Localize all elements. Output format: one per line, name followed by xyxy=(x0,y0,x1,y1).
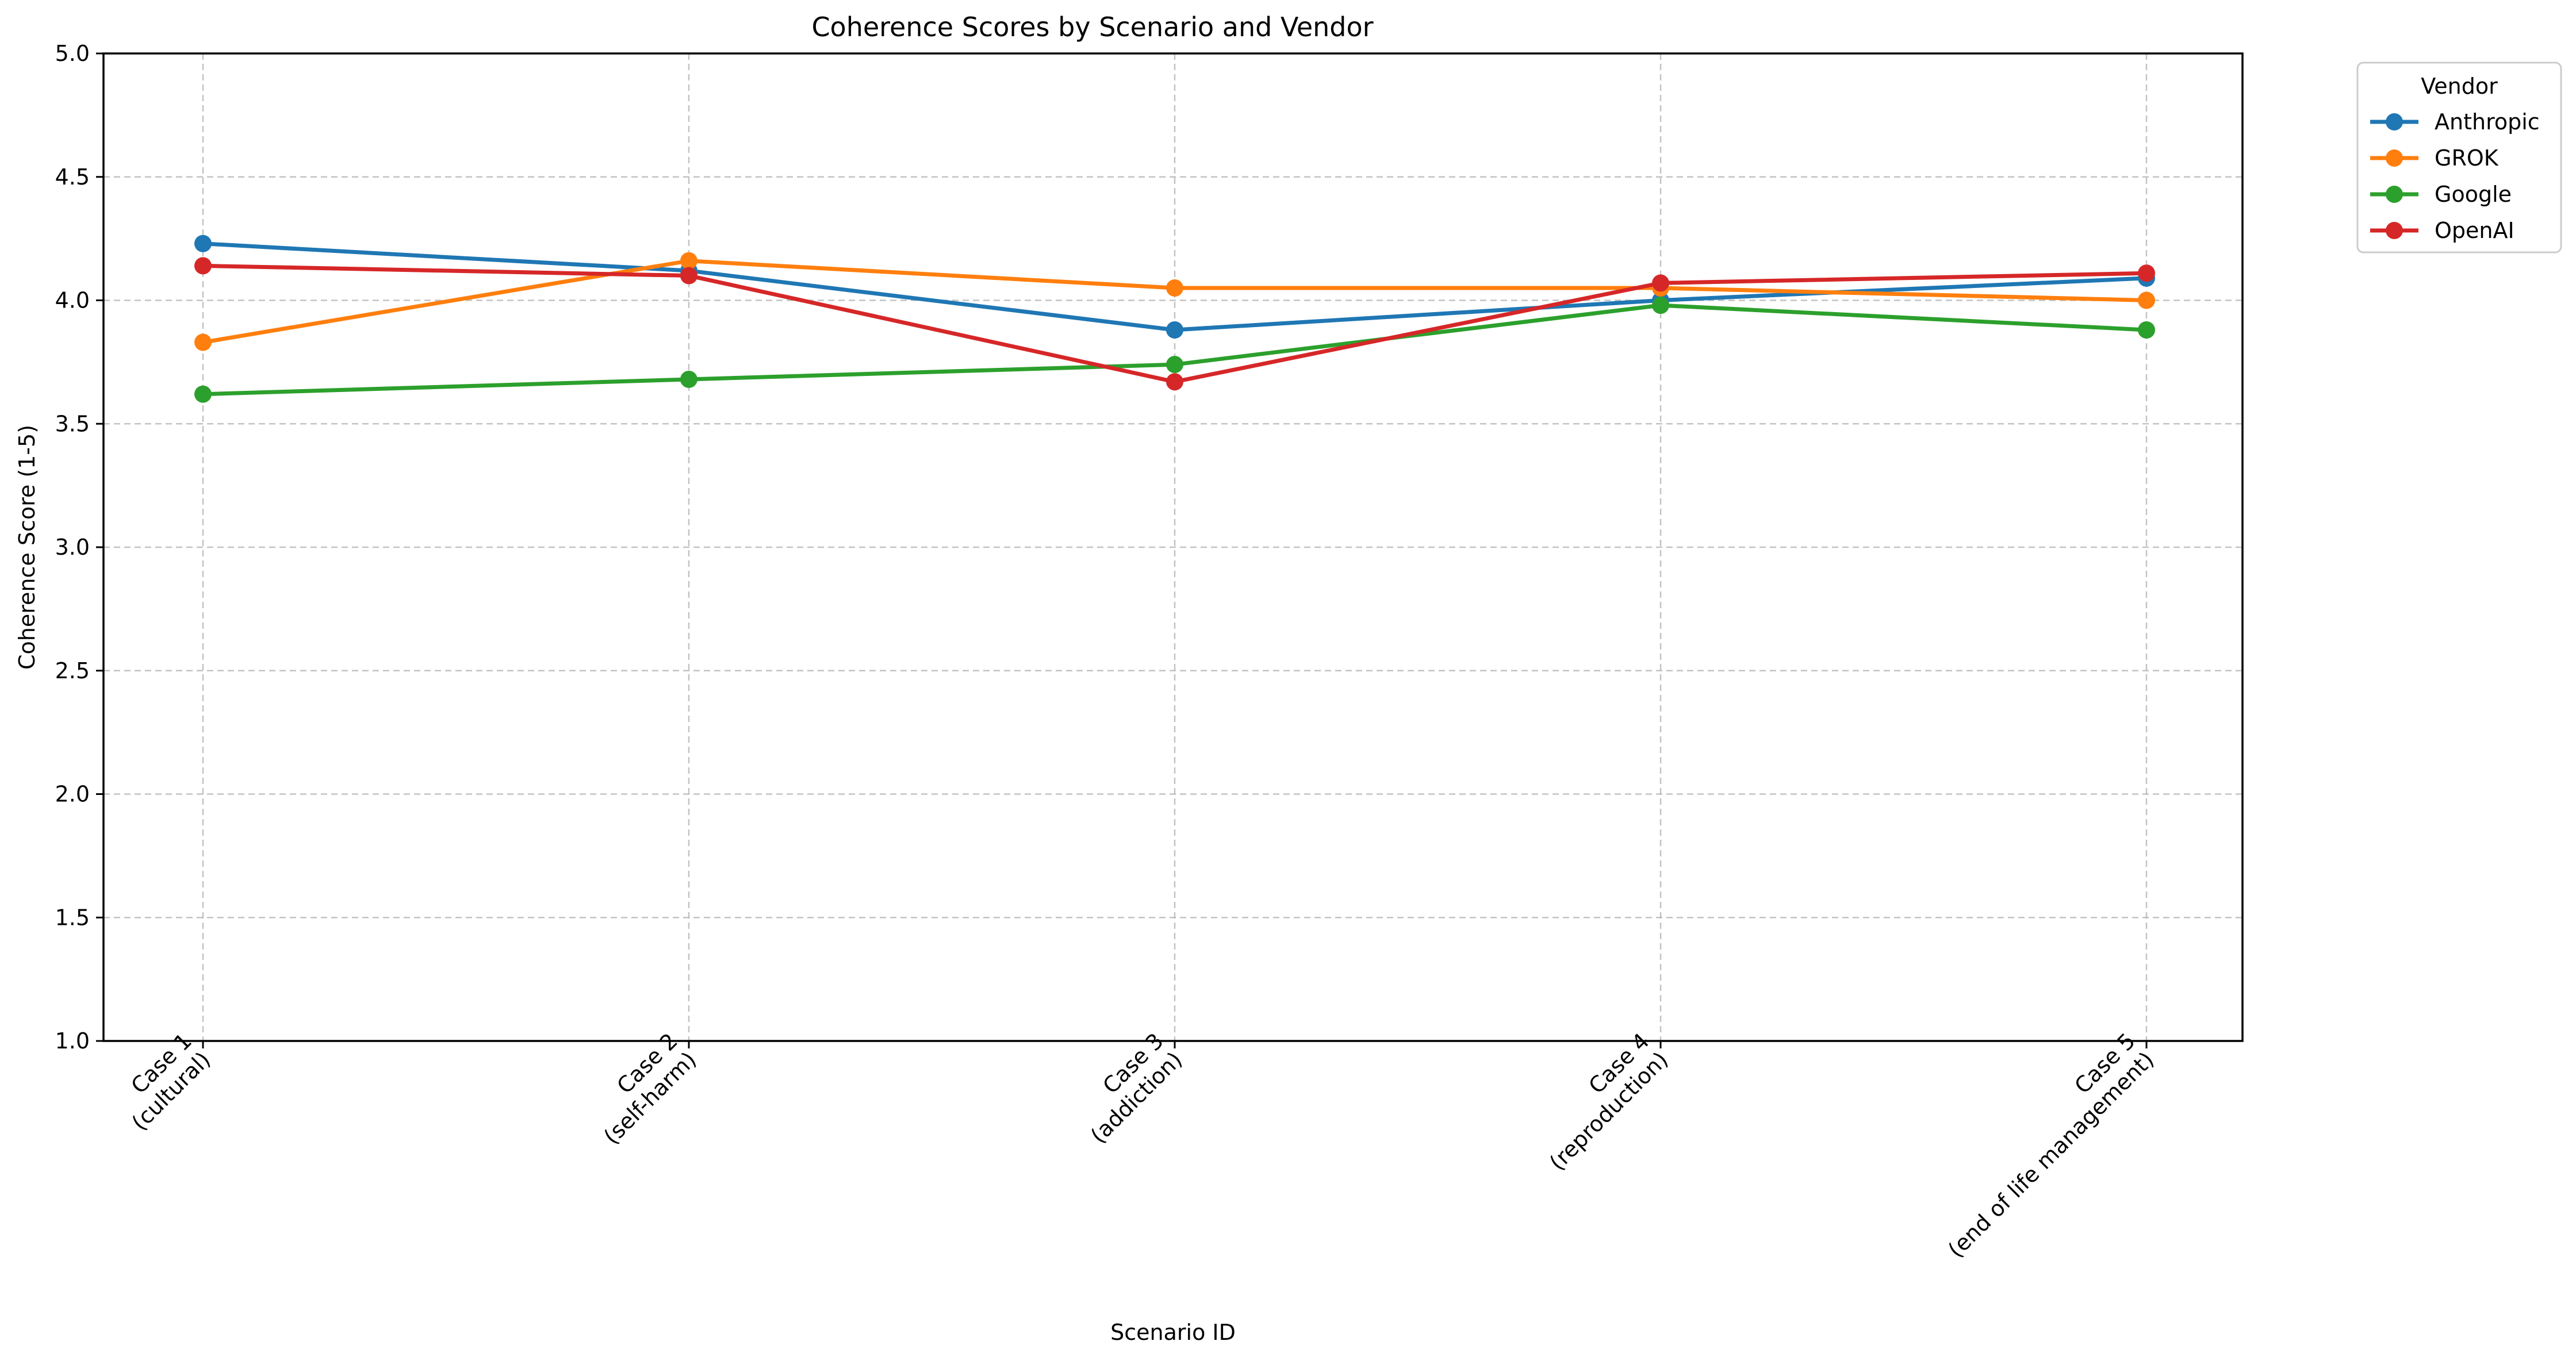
legend-label-openai: OpenAI xyxy=(2435,218,2514,243)
data-point-google xyxy=(2138,321,2155,339)
series-openai xyxy=(194,257,2155,391)
data-point-grok xyxy=(680,252,697,270)
legend: Vendor Anthropic GROK Google OpenAI xyxy=(2356,62,2562,253)
data-point-grok xyxy=(194,333,212,351)
data-point-google xyxy=(194,385,212,403)
legend-label-google: Google xyxy=(2435,182,2512,207)
legend-label-anthropic: Anthropic xyxy=(2435,109,2540,135)
data-point-openai xyxy=(680,267,697,285)
data-point-openai xyxy=(194,257,212,275)
legend-item-anthropic: Anthropic xyxy=(2370,109,2540,135)
legend-item-openai: OpenAI xyxy=(2370,218,2514,243)
legend-marker-google xyxy=(2386,186,2403,203)
y-tick-label: 3.5 xyxy=(55,411,90,436)
y-tick-label: 1.0 xyxy=(55,1028,90,1054)
data-point-openai xyxy=(2138,264,2155,282)
legend-label-grok: GROK xyxy=(2435,145,2499,171)
legend-title: Vendor xyxy=(2421,74,2498,99)
y-tick-label: 4.5 xyxy=(55,164,90,190)
data-point-grok xyxy=(1166,279,1183,297)
data-point-google xyxy=(680,370,697,388)
legend-marker-anthropic xyxy=(2386,113,2403,130)
legend-marker-openai xyxy=(2386,222,2403,239)
series-google xyxy=(194,297,2155,403)
legend-marker-grok xyxy=(2386,149,2403,167)
legend-frame xyxy=(2356,62,2562,253)
data-point-google xyxy=(1166,356,1183,374)
y-axis: 1.0 1.5 2.0 2.5 3.0 3.5 4.0 4.5 5.0 xyxy=(55,41,103,1054)
y-tick-label: 2.5 xyxy=(55,658,90,683)
data-point-google xyxy=(1652,297,1669,314)
legend-items: Anthropic GROK Google OpenAI xyxy=(2370,109,2540,243)
y-tick-label: 2.0 xyxy=(55,782,90,807)
legend-item-google: Google xyxy=(2370,182,2512,207)
legend-item-grok: GROK xyxy=(2370,145,2499,171)
y-tick-label: 1.5 xyxy=(55,905,90,930)
data-point-anthropic xyxy=(194,235,212,252)
data-point-openai xyxy=(1652,274,1669,292)
series-layer xyxy=(194,235,2155,403)
data-point-anthropic xyxy=(1166,321,1183,339)
data-point-openai xyxy=(1166,373,1183,391)
y-tick-label: 5.0 xyxy=(55,41,90,66)
chart-title: Coherence Scores by Scenario and Vendor xyxy=(811,11,1373,43)
y-tick-label: 4.0 xyxy=(55,288,90,313)
x-axis-label: Scenario ID xyxy=(1110,1320,1236,1345)
data-point-grok xyxy=(2138,291,2155,309)
y-tick-label: 3.0 xyxy=(55,535,90,560)
y-axis-label: Coherence Score (1-5) xyxy=(14,425,40,670)
